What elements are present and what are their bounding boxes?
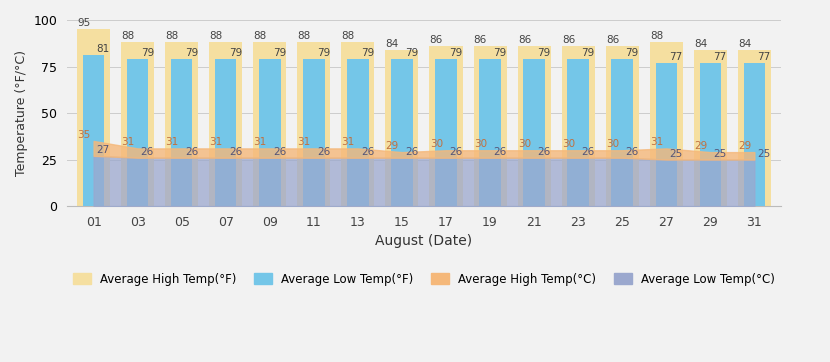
Bar xyxy=(612,59,633,206)
Text: 26: 26 xyxy=(405,147,418,157)
Bar xyxy=(83,55,105,206)
Bar xyxy=(568,59,589,206)
Bar xyxy=(744,63,765,206)
Legend: Average High Temp(°F), Average Low Temp(°F), Average High Temp(°C), Average Low : Average High Temp(°F), Average Low Temp(… xyxy=(68,268,780,290)
Text: 88: 88 xyxy=(342,31,355,41)
Text: 25: 25 xyxy=(758,149,771,159)
Text: 88: 88 xyxy=(209,31,222,41)
Bar xyxy=(524,59,544,206)
Text: 86: 86 xyxy=(562,35,575,45)
Bar xyxy=(165,42,198,206)
Text: 79: 79 xyxy=(141,48,154,58)
Text: 26: 26 xyxy=(229,147,242,157)
Text: 27: 27 xyxy=(96,145,110,155)
Text: 29: 29 xyxy=(386,141,399,151)
Text: 26: 26 xyxy=(361,147,374,157)
Text: 31: 31 xyxy=(209,138,222,147)
Text: 77: 77 xyxy=(758,52,771,62)
Text: 29: 29 xyxy=(738,141,751,151)
Text: 31: 31 xyxy=(165,138,178,147)
Text: 79: 79 xyxy=(317,48,330,58)
Bar xyxy=(215,59,237,206)
Text: 84: 84 xyxy=(694,39,707,49)
Text: 31: 31 xyxy=(650,138,663,147)
Bar xyxy=(341,42,374,206)
Text: 31: 31 xyxy=(121,138,134,147)
Text: 29: 29 xyxy=(694,141,707,151)
Text: 79: 79 xyxy=(405,48,418,58)
Text: 30: 30 xyxy=(606,139,619,149)
Bar xyxy=(474,46,506,206)
Text: 88: 88 xyxy=(165,31,178,41)
Text: 84: 84 xyxy=(386,39,399,49)
Text: 30: 30 xyxy=(430,139,443,149)
Bar xyxy=(562,46,594,206)
Bar xyxy=(694,50,727,206)
Bar xyxy=(650,42,683,206)
Bar xyxy=(171,59,193,206)
Text: 26: 26 xyxy=(317,147,330,157)
Text: 30: 30 xyxy=(474,139,487,149)
Bar xyxy=(700,63,721,206)
Text: 88: 88 xyxy=(650,31,663,41)
Text: 26: 26 xyxy=(273,147,286,157)
Bar xyxy=(127,59,149,206)
Text: 79: 79 xyxy=(185,48,198,58)
Text: 84: 84 xyxy=(738,39,751,49)
Text: 79: 79 xyxy=(229,48,242,58)
Text: 77: 77 xyxy=(669,52,682,62)
X-axis label: August (Date): August (Date) xyxy=(375,234,472,248)
Bar xyxy=(738,50,771,206)
Text: 26: 26 xyxy=(581,147,594,157)
Text: 26: 26 xyxy=(537,147,550,157)
Text: 25: 25 xyxy=(713,149,726,159)
Bar xyxy=(435,59,457,206)
Text: 30: 30 xyxy=(562,139,575,149)
Text: 79: 79 xyxy=(625,48,638,58)
Text: 77: 77 xyxy=(713,52,726,62)
Text: 79: 79 xyxy=(449,48,462,58)
Bar xyxy=(259,59,281,206)
Text: 31: 31 xyxy=(342,138,355,147)
Bar xyxy=(518,46,550,206)
Text: 31: 31 xyxy=(297,138,310,147)
Bar xyxy=(347,59,369,206)
Text: 86: 86 xyxy=(474,35,487,45)
Text: 79: 79 xyxy=(273,48,286,58)
Text: 88: 88 xyxy=(297,31,310,41)
Bar xyxy=(391,59,413,206)
Text: 88: 88 xyxy=(121,31,134,41)
Text: 25: 25 xyxy=(669,149,682,159)
Text: 30: 30 xyxy=(518,139,531,149)
Bar xyxy=(429,46,462,206)
Bar xyxy=(121,42,154,206)
Bar xyxy=(385,50,418,206)
Text: 88: 88 xyxy=(253,31,266,41)
Text: 26: 26 xyxy=(625,147,638,157)
Text: 79: 79 xyxy=(581,48,594,58)
Text: 79: 79 xyxy=(361,48,374,58)
Text: 79: 79 xyxy=(493,48,506,58)
Bar xyxy=(656,63,677,206)
Text: 35: 35 xyxy=(77,130,90,140)
Bar xyxy=(606,46,639,206)
Text: 86: 86 xyxy=(430,35,443,45)
Text: 26: 26 xyxy=(493,147,506,157)
Text: 95: 95 xyxy=(77,18,90,28)
Text: 26: 26 xyxy=(141,147,154,157)
Text: 86: 86 xyxy=(518,35,531,45)
Text: 26: 26 xyxy=(185,147,198,157)
Text: 86: 86 xyxy=(606,35,619,45)
Text: 81: 81 xyxy=(96,45,110,54)
Text: 26: 26 xyxy=(449,147,462,157)
Bar xyxy=(77,29,110,206)
Bar xyxy=(209,42,242,206)
Bar xyxy=(253,42,286,206)
Bar xyxy=(303,59,325,206)
Text: 31: 31 xyxy=(253,138,266,147)
Bar xyxy=(479,59,500,206)
Text: 79: 79 xyxy=(537,48,550,58)
Y-axis label: Temperature (°F/°C): Temperature (°F/°C) xyxy=(15,50,28,176)
Bar xyxy=(297,42,330,206)
